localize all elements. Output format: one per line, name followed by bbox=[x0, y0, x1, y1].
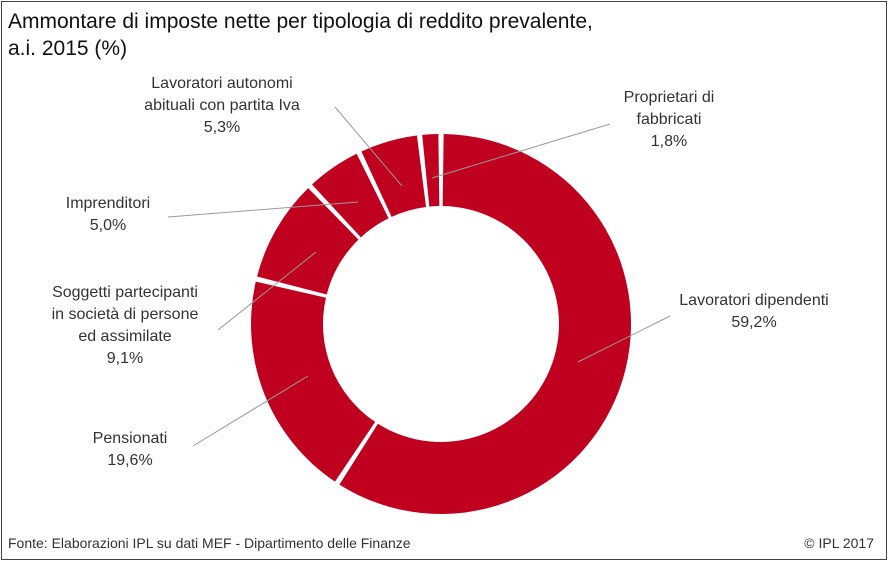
copyright-note: © IPL 2017 bbox=[804, 535, 874, 551]
leader-line bbox=[217, 251, 317, 331]
slice-value-label: 19,6% bbox=[107, 452, 152, 469]
chart-title: Ammontare di imposte nette per tipologia… bbox=[8, 8, 593, 62]
donut-slice bbox=[422, 134, 440, 207]
donut-slice bbox=[251, 281, 376, 482]
slice-category-label: abituali con partita Iva bbox=[144, 97, 300, 114]
slice-category-label: Soggetti partecipanti bbox=[52, 284, 198, 301]
slice-category-label: fabbricati bbox=[637, 111, 702, 128]
slice-category-label: Pensionati bbox=[93, 430, 168, 447]
slice-category-label: Lavoratori dipendenti bbox=[679, 292, 828, 309]
slice-category-label: ed assimilate bbox=[78, 328, 171, 345]
leader-line bbox=[431, 123, 611, 179]
slice-category-label: Proprietari di bbox=[624, 89, 715, 106]
source-note: Fonte: Elaborazioni IPL su dati MEF - Di… bbox=[8, 535, 411, 551]
donut-slice bbox=[339, 134, 631, 514]
slice-value-label: 5,3% bbox=[204, 119, 240, 136]
chart-title-line-2: a.i. 2015 (%) bbox=[8, 37, 128, 60]
leader-line bbox=[334, 106, 403, 187]
slice-category-label: Imprenditori bbox=[66, 195, 150, 212]
slice-category-label: Lavoratori autonomi bbox=[151, 75, 292, 92]
chart-title-line-1: Ammontare di imposte nette per tipologia… bbox=[8, 10, 593, 33]
slice-value-label: 59,2% bbox=[731, 314, 776, 331]
leader-line bbox=[192, 375, 309, 447]
donut-slice bbox=[257, 188, 359, 295]
slice-category-label: in società di persone bbox=[52, 306, 199, 323]
slice-value-label: 9,1% bbox=[107, 350, 143, 367]
slice-value-label: 1,8% bbox=[651, 133, 687, 150]
slice-value-label: 5,0% bbox=[90, 217, 126, 234]
leader-line bbox=[167, 201, 359, 218]
leader-line bbox=[577, 315, 671, 363]
donut-slice bbox=[312, 153, 389, 238]
